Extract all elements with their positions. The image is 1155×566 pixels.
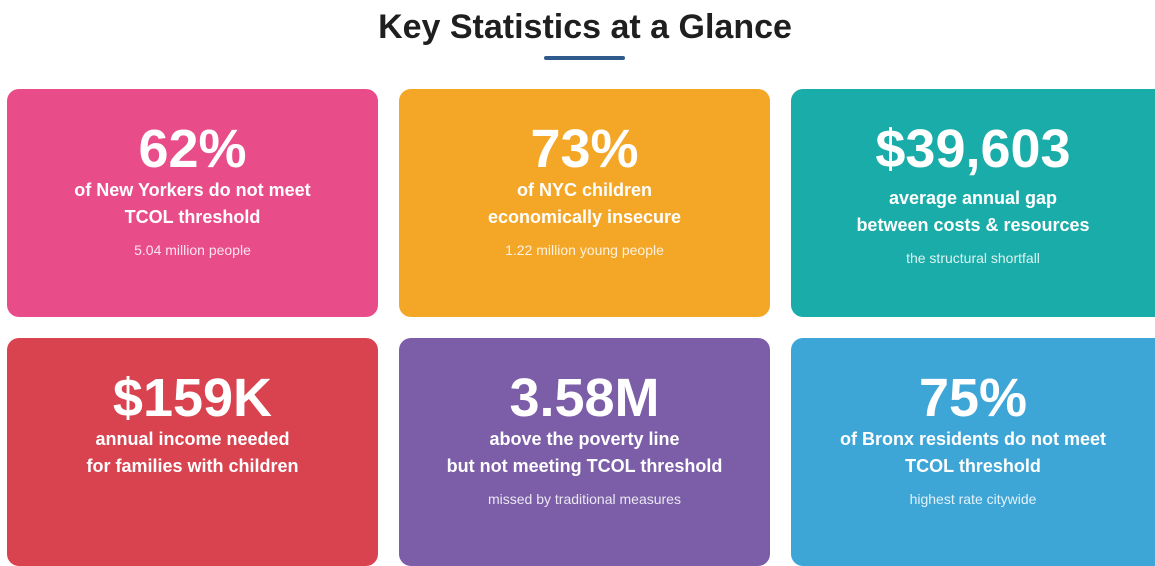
stat-note: the structural shortfall	[906, 250, 1040, 266]
stat-card: 3.58M above the poverty line but not meeti…	[399, 338, 770, 566]
stat-value: 73%	[530, 119, 639, 179]
stat-note: 5.04 million people	[134, 242, 251, 258]
stat-value: 62%	[138, 119, 247, 179]
stat-label: of NYC children economically insecure	[399, 177, 770, 231]
stat-label: average annual gap between costs & resour…	[791, 185, 1155, 239]
stat-card: 75% of Bronx residents do not meet TCOL th…	[791, 338, 1155, 566]
stat-note: missed by traditional measures	[488, 491, 681, 507]
stat-label-line: of New Yorkers do not meet	[74, 180, 311, 200]
stat-label: of New Yorkers do not meet TCOL threshold	[7, 177, 378, 231]
stat-label-line: for families with children	[86, 456, 299, 476]
stat-value: 3.58M	[509, 368, 660, 428]
title-underline	[544, 56, 625, 60]
stat-label: annual income needed for families with ch…	[7, 426, 378, 480]
stat-label: above the poverty line but not meeting TC…	[399, 426, 770, 480]
stat-note: highest rate citywide	[909, 491, 1037, 507]
stat-label-line: above the poverty line	[489, 429, 680, 449]
stat-value: $159K	[112, 368, 273, 428]
stat-label-line: between costs & resources	[856, 215, 1090, 235]
stat-card: 73% of NYC children economically insecure 1…	[399, 89, 770, 317]
stat-label-line: TCOL threshold	[124, 207, 261, 227]
stat-card: $39,603 average annual gap between costs &…	[791, 89, 1155, 317]
stat-label-line: of NYC children	[516, 180, 652, 200]
page-title: Key Statistics at a Glance	[378, 8, 792, 46]
stat-note: 1.22 million young people	[505, 242, 664, 258]
stat-label: of Bronx residents do not meet TCOL thres…	[791, 426, 1155, 480]
stat-label-line: TCOL threshold	[905, 456, 1041, 476]
stat-label-line: annual income needed	[95, 429, 290, 449]
stat-value: $39,603	[875, 119, 1071, 179]
stat-label-line: but not meeting TCOL threshold	[446, 456, 723, 476]
stat-card: 62% of New Yorkers do not meet TCOL thresh…	[7, 89, 378, 317]
stat-label-line: of Bronx residents do not meet	[839, 429, 1107, 449]
stat-card: $159K annual income needed for families wi…	[7, 338, 378, 566]
stat-label-line: economically insecure	[487, 207, 682, 227]
stat-value: 75%	[918, 368, 1028, 428]
stat-label-line: average annual gap	[888, 188, 1058, 208]
